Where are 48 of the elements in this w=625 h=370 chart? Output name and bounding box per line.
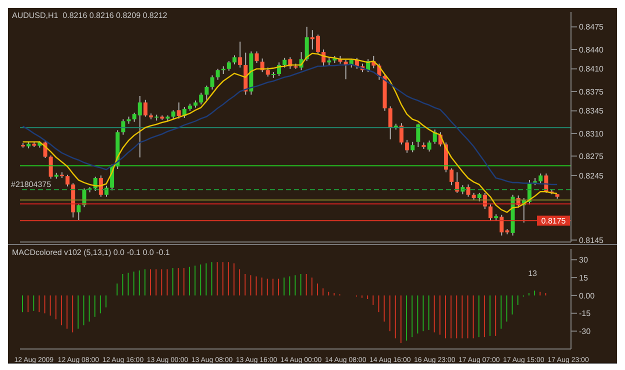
candlestick — [76, 204, 81, 221]
candlestick — [266, 67, 270, 78]
chart-title: AUDUSD,H1 0.8216 0.8216 0.8209 0.8212 — [12, 11, 168, 20]
candlestick — [282, 57, 287, 68]
candlestick — [416, 123, 420, 148]
annotation: 13 — [528, 269, 537, 278]
candlestick — [432, 129, 437, 144]
candlestick — [388, 106, 392, 140]
y-tick-label: -30 — [579, 326, 592, 336]
y-tick-label: 0.8145 — [579, 236, 604, 245]
candlestick — [488, 204, 493, 222]
y-tick-label: 0.8375 — [579, 87, 604, 96]
candlestick — [176, 102, 181, 120]
candlestick — [121, 118, 126, 136]
y-tick-label: 15 — [579, 273, 588, 282]
candlestick — [66, 174, 70, 187]
candlestick — [254, 50, 259, 64]
candlestick — [48, 154, 53, 180]
candlestick — [199, 92, 204, 105]
annotation: #21804375 — [11, 180, 52, 189]
candlestick — [304, 26, 309, 62]
y-tick-label: 0.8245 — [579, 171, 604, 180]
candlestick — [216, 68, 220, 80]
y-tick-label: 0.8440 — [579, 45, 604, 54]
candlestick — [210, 74, 214, 90]
y-tick-label: 30 — [579, 256, 588, 265]
candlestick — [238, 41, 242, 68]
candlestick — [450, 168, 454, 186]
y-tick-label: 0.8310 — [579, 129, 604, 138]
candlestick — [405, 139, 410, 154]
candlestick — [143, 99, 148, 118]
candlestick — [466, 184, 470, 198]
candlestick — [204, 85, 209, 100]
candlestick — [226, 60, 231, 72]
candlestick — [232, 54, 236, 65]
y-tick-label: 0.8410 — [579, 64, 604, 74]
candlestick — [410, 141, 415, 153]
y-tick-label: -15 — [579, 309, 592, 318]
ref-line-label: 0.8175 — [541, 216, 566, 226]
candlestick — [427, 140, 432, 152]
candlestick — [98, 174, 103, 198]
y-tick-label: 0.8275 — [579, 152, 604, 161]
y-tick-label: 0.8475 — [579, 22, 604, 32]
chart-title: MACDcolored v102 (5,13,1) 0.0 -0.1 0.0 -0.1 — [12, 248, 170, 257]
y-tick-label: 0.8345 — [579, 106, 604, 116]
candlestick — [538, 173, 543, 184]
candlestick — [399, 122, 404, 145]
y-tick-label: 0.00 — [579, 291, 596, 300]
